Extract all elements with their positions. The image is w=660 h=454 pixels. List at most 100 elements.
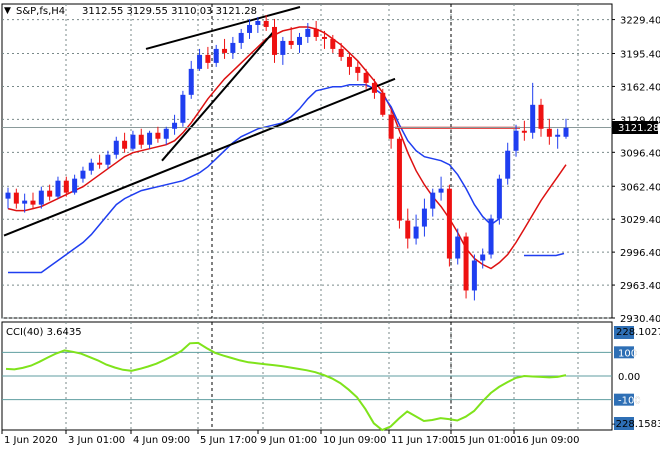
candle-body <box>530 104 536 133</box>
candle-body <box>480 254 486 261</box>
price-axis-label: 3162.40 <box>620 82 660 93</box>
candle-body <box>172 122 178 129</box>
blue-channel-fragment-line <box>524 252 565 257</box>
symbol-label: S&P,fs,H4 <box>16 6 65 17</box>
candle-body <box>346 56 352 67</box>
candle-body <box>205 54 211 63</box>
trendline-upper-channel <box>145 6 301 50</box>
candle-body <box>122 140 128 149</box>
candle-body <box>113 140 119 155</box>
candle-body <box>513 130 519 151</box>
candle-body <box>521 130 527 133</box>
candle-body <box>363 72 369 83</box>
cci-bottom-right-label: -228.1583 <box>612 419 660 430</box>
candle-body <box>296 36 302 45</box>
candle-body <box>197 54 203 69</box>
trendline-inner <box>161 28 277 162</box>
candle-body <box>63 180 69 193</box>
candle-body <box>22 200 28 204</box>
cci-level-tag <box>614 393 634 406</box>
candle-body <box>238 32 244 43</box>
candle-body <box>13 192 19 204</box>
candle-body <box>488 218 494 255</box>
candle-body <box>130 134 136 149</box>
chart-menu-arrow-icon[interactable]: ▼ <box>4 6 11 16</box>
candle-body <box>380 92 386 115</box>
time-axis-label: 4 Jun 09:00 <box>133 435 190 446</box>
candle-body <box>338 48 344 57</box>
candle-body <box>47 190 53 197</box>
candle-body <box>305 28 311 37</box>
candle-body <box>38 190 44 205</box>
candle-body <box>213 48 219 63</box>
candle-body <box>155 132 161 139</box>
price-panel-frame <box>1 3 613 319</box>
candle-body <box>247 24 253 33</box>
candle-body <box>280 40 286 55</box>
cci-label: CCI(40) 3.6435 <box>6 327 82 338</box>
current-price-tag <box>612 121 658 134</box>
candle-body <box>421 208 427 227</box>
candle-body <box>188 68 194 95</box>
candle-body <box>80 170 86 179</box>
cci-bottom-value-tag <box>614 417 634 430</box>
trendline-support <box>3 77 396 237</box>
price-axis-label: 3229.40 <box>620 16 660 27</box>
candle-body <box>263 20 269 27</box>
price-axis-label: 3129.40 <box>620 115 660 126</box>
candle-body <box>30 200 36 205</box>
red-moving-average-line <box>7 26 567 270</box>
candle-body <box>288 40 294 45</box>
candle-body <box>371 82 377 93</box>
time-axis-label: 10 Jun 09:00 <box>323 435 387 446</box>
candle-body <box>538 104 544 129</box>
candle-body <box>505 150 511 179</box>
price-axis-label: 3029.40 <box>620 215 660 226</box>
time-axis-label: 15 Jun 01:00 <box>453 435 517 446</box>
blue-channel-line <box>8 84 500 274</box>
candle-body <box>555 134 561 137</box>
time-axis-label: 9 Jun 01:00 <box>260 435 317 446</box>
candle-body <box>230 42 236 53</box>
cci-axis-label: 0.00 <box>618 372 640 383</box>
candle-body <box>321 36 327 39</box>
candle-body <box>413 226 419 239</box>
candle-body <box>255 20 261 25</box>
candle-body <box>5 192 11 199</box>
candle-body <box>355 66 361 73</box>
candle-body <box>55 180 61 197</box>
cci-level-tag <box>614 346 634 359</box>
candle-body <box>396 138 402 221</box>
price-axis-label: 3195.40 <box>620 50 660 61</box>
time-axis-label: 1 Jun 2020 <box>4 435 58 446</box>
candle-body <box>330 38 336 49</box>
candle-body <box>88 162 94 171</box>
candle-body <box>546 128 552 137</box>
candle-body <box>163 128 169 139</box>
ohlc-values: 3112.55 3129.55 3110.03 3121.28 <box>82 6 257 17</box>
candle-body <box>563 127 569 137</box>
price-axis-label: 2963.40 <box>620 281 660 292</box>
time-axis-label: 11 Jun 17:00 <box>391 435 455 446</box>
candle-body <box>313 28 319 37</box>
candle-body <box>147 132 153 145</box>
candle-body <box>405 220 411 239</box>
cci-level-label: 100 <box>618 348 637 359</box>
cci-level-label: -100 <box>618 396 641 407</box>
price-axis-label: 2996.40 <box>620 248 660 259</box>
cci-top-right-label: 228.1027 <box>616 327 660 338</box>
candle-body <box>180 94 186 123</box>
cci-top-value-tag <box>614 326 634 339</box>
cci-line <box>5 341 567 432</box>
time-axis-label: 16 Jun 09:00 <box>516 435 580 446</box>
candle-body <box>463 236 469 291</box>
candle-body <box>138 134 144 145</box>
candle-body <box>455 236 461 259</box>
candle-body <box>446 188 452 259</box>
current-price-label: 3121.28 <box>618 123 659 134</box>
candle-body <box>430 192 436 209</box>
candle-body <box>222 48 228 53</box>
price-axis-label: 3096.40 <box>620 148 660 159</box>
